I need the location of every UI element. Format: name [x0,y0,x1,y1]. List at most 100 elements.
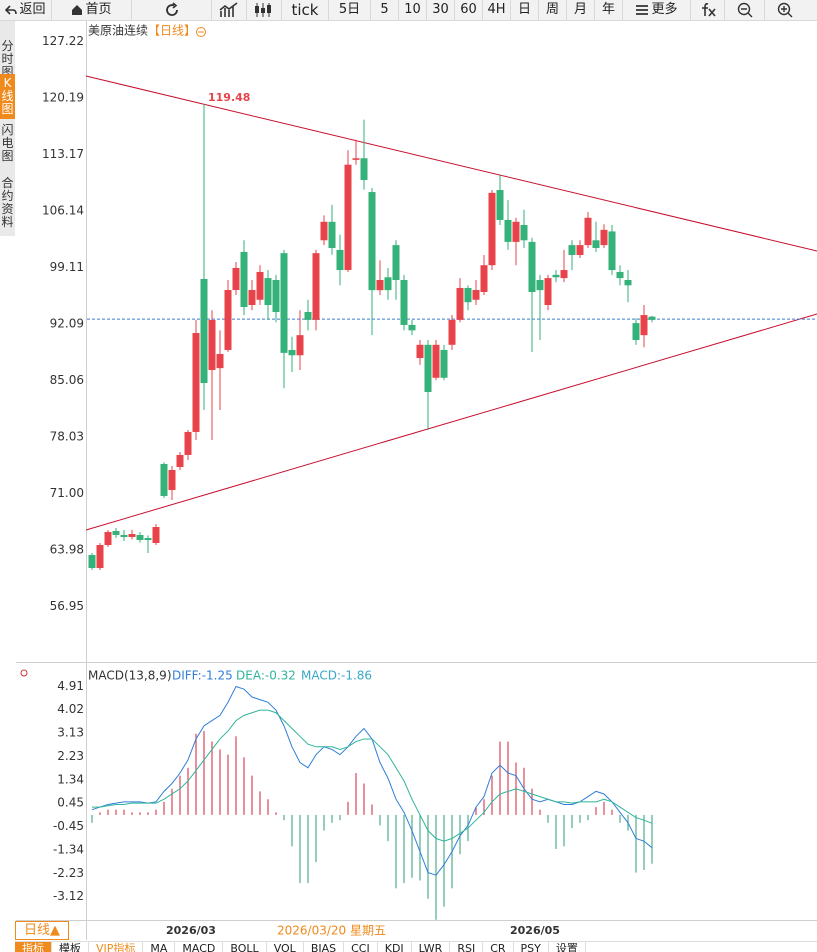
indicator-tab[interactable]: 指标 [15,942,52,952]
back-icon [5,5,18,15]
candle-body [208,319,216,370]
period-button[interactable]: 年 [595,0,623,20]
indicator-tab[interactable]: PSY [514,942,549,952]
trend-tool-button[interactable] [212,0,247,20]
trend-icon [219,2,238,17]
period-button[interactable]: 4H [483,0,511,20]
trend-line-upper[interactable] [85,75,817,252]
indicator-tab[interactable]: CCI [344,942,378,952]
candle-body [192,332,200,432]
candle-body [216,353,224,369]
period-button[interactable]: 日 [511,0,539,20]
x-tick-label: 2026/05 [510,924,560,937]
x-tick-label: 2026/03 [166,924,216,937]
y-tick-label: 85.06 [50,373,84,387]
y-tick-label: 4.91 [57,679,84,693]
period-button[interactable]: 周 [539,0,567,20]
refresh-button[interactable] [132,0,212,20]
indicator-tab[interactable]: BOLL [223,942,267,952]
candle-body [648,316,656,320]
candle-body [144,538,152,541]
candle-body [360,158,368,180]
y-tick-label: 78.03 [50,430,84,444]
candle-body [248,289,256,306]
sidebar-tab[interactable]: 合约资料 [1,176,14,229]
indicator-tab[interactable]: RSI [450,942,484,952]
candle-body [536,280,544,291]
y-tick-label: 120.19 [42,91,84,105]
indicator-tab[interactable]: LWR [412,942,451,952]
indicator-tab[interactable]: VOL [267,942,304,952]
candle-tool-button[interactable] [247,0,282,20]
indicator-tab[interactable]: MA [143,942,176,952]
indicator-tab[interactable]: BIAS [304,942,345,952]
period-button[interactable]: 月 [567,0,595,20]
candle-body [264,278,272,306]
candle-body [504,219,512,242]
button-label: 首页 [85,2,112,17]
crosshair-date: 2026/03/20 星期五 [277,924,386,938]
candle-body [392,245,400,281]
candle-body [480,265,488,292]
indicator-tab[interactable]: 模板 [52,942,89,952]
candle-body [456,287,464,320]
candle-body [424,344,432,393]
collapse-icon[interactable] [196,27,206,37]
indicator-tab[interactable]: 设置 [549,942,586,952]
settings-icon[interactable] [20,669,28,677]
y-tick-label: 1.34 [57,772,84,786]
sidebar-tab[interactable]: 闪电图 [1,123,14,163]
y-tick-label: 92.09 [50,316,84,330]
period-button[interactable]: 10 [399,0,427,20]
legend-diff: DIFF:-1.25 [172,669,233,683]
sidebar-tab-active[interactable]: K线图 [0,74,15,119]
period-button[interactable]: 60 [455,0,483,20]
y-tick-label: -3.12 [53,889,84,903]
candle-body [584,217,592,246]
trend-line-lower[interactable] [85,313,817,531]
y-tick-label: 4.02 [57,702,84,716]
indicator-tab[interactable]: CR [483,942,514,952]
candle-body [448,319,456,345]
candle-body [568,245,576,256]
indicator-tab[interactable]: KDJ [378,942,412,952]
candle-body [200,278,208,384]
macd-line [92,709,653,842]
period-button[interactable]: 5日 [329,0,371,20]
high-annotation: 119.48 [208,91,250,104]
y-tick-label: 63.98 [50,543,84,557]
indicator-tab[interactable]: MACD [175,942,224,952]
period-selector[interactable]: 日线▲ [15,921,69,940]
chart-title: 美原油连续 [88,23,148,38]
legend-dea: DEA:-0.32 [236,669,296,683]
period-button[interactable]: 5 [371,0,399,20]
candle-body [160,463,168,496]
candle-body [592,240,600,249]
legend-macd: MACD:-1.86 [301,669,372,683]
indicator-tab[interactable]: VIP指标 [89,942,144,952]
candle-body [112,530,120,535]
candle-body [432,344,440,378]
chart-subtitle: 【日线】 [148,24,196,38]
zoom-in-button[interactable] [765,0,805,20]
candle-body [336,249,344,271]
period-button[interactable]: 30 [427,0,455,20]
candle-body [328,221,336,249]
candle-body [512,221,520,242]
candle-body [344,164,352,271]
menu-icon [636,5,649,15]
candle-body [600,229,608,246]
button-label: 返回 [19,2,46,17]
back-button[interactable]: 返回 [0,0,52,20]
candle-body [488,192,496,266]
zoom-out-button[interactable] [725,0,765,20]
period-button[interactable]: tick [282,0,329,20]
y-tick-label: -2.23 [53,866,84,880]
candle-body [96,545,104,569]
more-button[interactable]: 更多 [623,0,691,20]
y-tick-label: 56.95 [50,599,84,613]
home-button[interactable]: 首页 [52,0,132,20]
formula-button[interactable] [691,0,725,20]
